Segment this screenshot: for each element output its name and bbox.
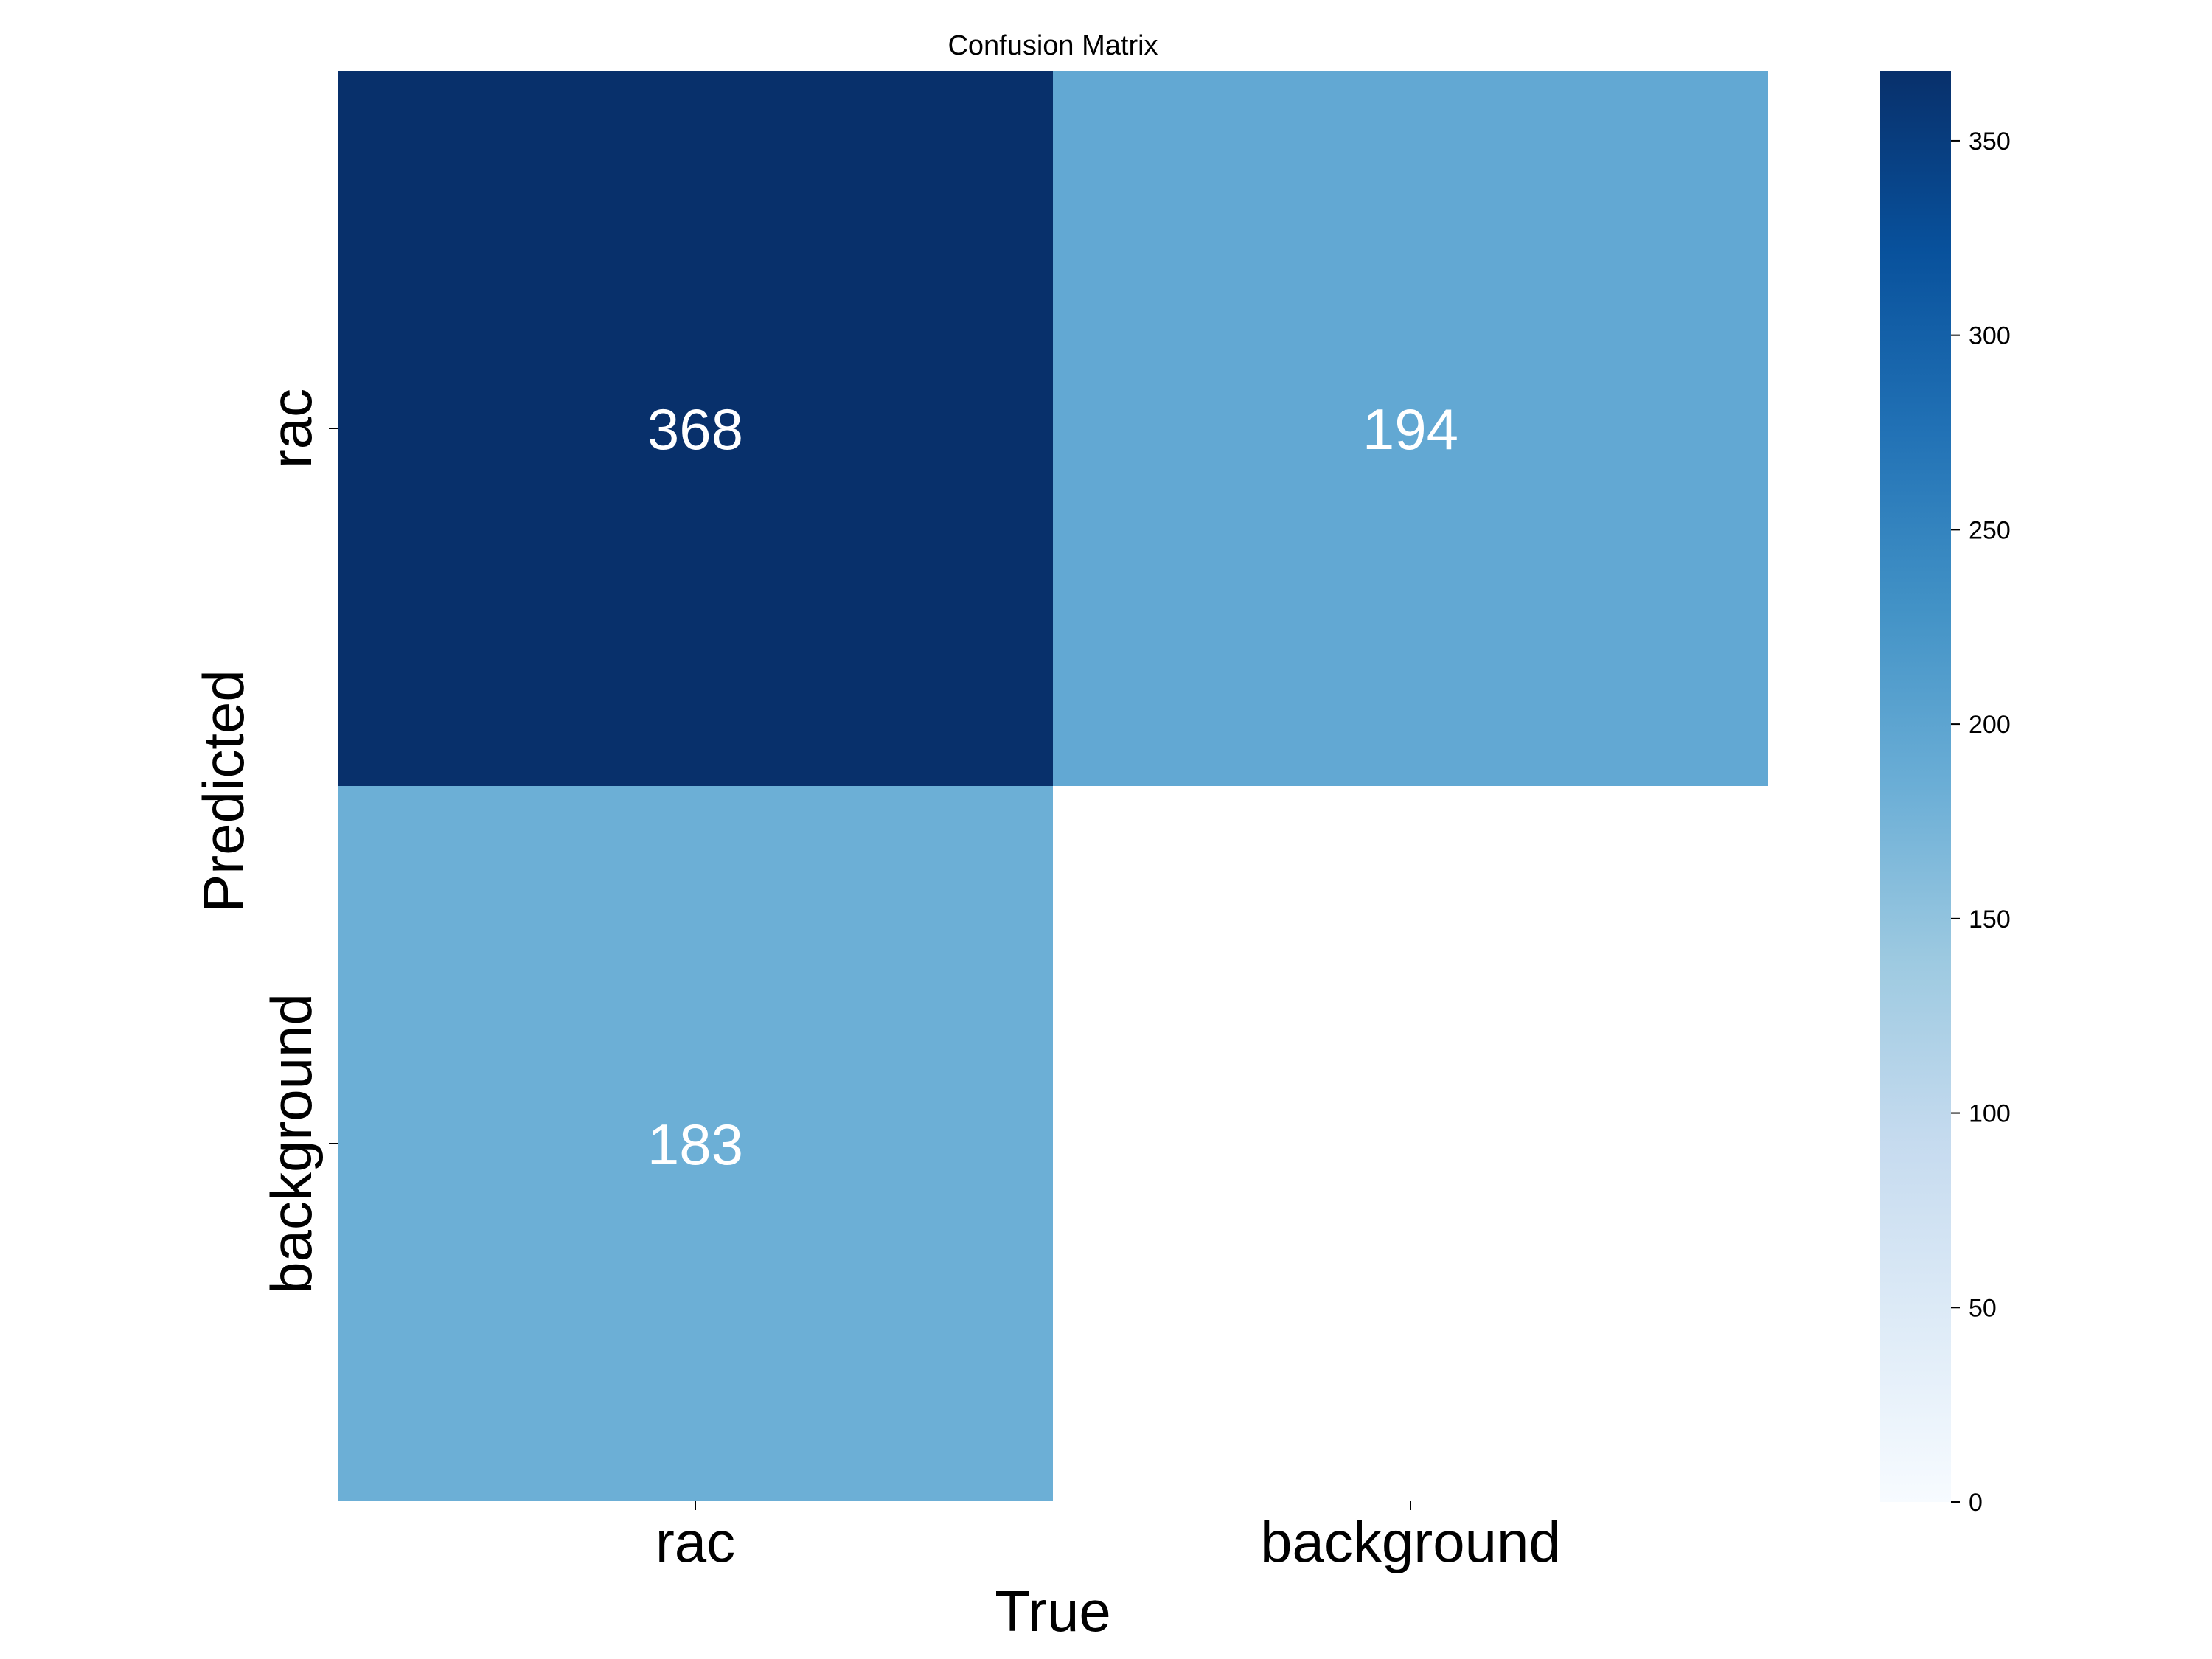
heatmap-cell <box>338 786 1053 1501</box>
colorbar <box>1880 71 1951 1502</box>
chart-title: Confusion Matrix <box>947 30 1158 61</box>
colorbar-tick-label: 350 <box>1969 128 2011 156</box>
colorbar-tick-label: 200 <box>1969 711 2011 739</box>
colorbar-tick-label: 150 <box>1969 905 2011 933</box>
cell-value-label: 194 <box>1363 397 1458 462</box>
x-axis-label: True <box>995 1579 1111 1644</box>
heatmap-cells <box>338 71 1768 1501</box>
colorbar-tick-label: 250 <box>1969 516 2011 544</box>
y-tick-label: background <box>259 993 324 1294</box>
heatmap-cell <box>1053 71 1768 786</box>
colorbar-tick-label: 300 <box>1969 322 2011 350</box>
x-tick-label: rac <box>655 1509 735 1574</box>
heatmap-cell <box>338 71 1053 786</box>
colorbar-tick-label: 100 <box>1969 1100 2011 1128</box>
cell-value-label: 183 <box>647 1112 743 1177</box>
x-tick-label: background <box>1260 1509 1561 1574</box>
cell-annotations: 368 194 183 <box>647 397 1458 1177</box>
colorbar-ticks: 0 50 100 150 200 250 300 350 <box>1951 128 2011 1517</box>
heatmap-cell-empty <box>1053 786 1768 1501</box>
cell-value-label: 368 <box>647 397 743 462</box>
y-tick-label: rac <box>259 389 324 468</box>
colorbar-tick-label: 50 <box>1969 1294 1997 1322</box>
x-axis: rac background <box>655 1501 1561 1574</box>
colorbar-tick-label: 0 <box>1969 1489 1983 1517</box>
y-axis-label: Predicted <box>191 669 256 913</box>
y-axis: rac background <box>259 389 338 1294</box>
